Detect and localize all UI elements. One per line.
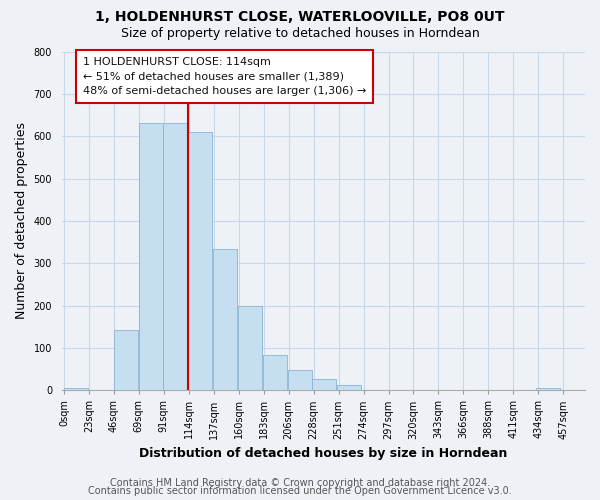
Bar [312,379,336,390]
Text: Contains HM Land Registry data © Crown copyright and database right 2024.: Contains HM Land Registry data © Crown c… [110,478,490,488]
Bar [115,330,139,390]
Bar [213,250,237,390]
X-axis label: Distribution of detached houses by size in Horndean: Distribution of detached houses by size … [139,447,508,460]
Bar [238,306,262,390]
Bar [163,122,187,390]
Bar [188,132,212,390]
Bar [263,355,287,390]
Bar [337,385,361,390]
Bar [536,388,560,390]
Bar [139,122,163,390]
Text: 1 HOLDENHURST CLOSE: 114sqm
← 51% of detached houses are smaller (1,389)
48% of : 1 HOLDENHURST CLOSE: 114sqm ← 51% of det… [83,56,366,96]
Bar [288,370,312,390]
Text: 1, HOLDENHURST CLOSE, WATERLOOVILLE, PO8 0UT: 1, HOLDENHURST CLOSE, WATERLOOVILLE, PO8… [95,10,505,24]
Bar [64,388,88,390]
Y-axis label: Number of detached properties: Number of detached properties [15,122,28,320]
Text: Size of property relative to detached houses in Horndean: Size of property relative to detached ho… [121,28,479,40]
Text: Contains public sector information licensed under the Open Government Licence v3: Contains public sector information licen… [88,486,512,496]
